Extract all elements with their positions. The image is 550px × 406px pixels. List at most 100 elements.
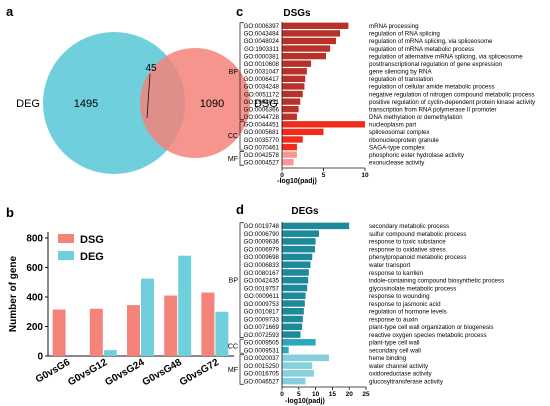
go-id-label: GO:0034248	[244, 84, 280, 91]
go-term-label: response to toxic substance	[369, 239, 446, 246]
go-term-label: water channel activity	[368, 363, 429, 370]
bar-x-tick-label: G0vsG72	[178, 357, 221, 388]
go-id-label: GO:0044451	[244, 122, 280, 129]
go-x-tick-label: 5	[297, 391, 301, 398]
go-term-label: phosphoric ester hydrolase activity	[369, 152, 465, 159]
venn-dsg-count: 1090	[200, 98, 224, 110]
go-id-label: GO:0046527	[244, 378, 280, 385]
go-bar	[282, 128, 324, 136]
go-bar	[282, 238, 316, 245]
bar-y-tick-label: 0	[37, 352, 43, 363]
bar-y-tick-label: 600	[26, 263, 43, 274]
go-term-label: phenylpropanoid metabolic process	[369, 254, 466, 261]
venn-circle-dsg	[140, 48, 250, 158]
go-id-label: GO:0048024	[244, 38, 280, 45]
bar-x-tick-label: G0vsG12	[66, 357, 109, 388]
go-term-label: plant-type cell wall	[369, 340, 420, 347]
go-bar	[282, 323, 303, 331]
go-group-label: CC	[228, 344, 238, 351]
venn-deg-label: DEG	[16, 98, 40, 110]
go-id-label: GO:0020037	[244, 355, 280, 362]
bar-deg-g0vsg24	[141, 278, 154, 356]
go-bar	[282, 113, 297, 120]
go-bar	[282, 300, 305, 307]
go-group-bracket	[239, 222, 244, 339]
go-bar	[282, 52, 326, 60]
deg-go-enrichment-chart: DEGs GO:0019748 secondary metabolic proce…	[228, 206, 504, 405]
go-bar	[282, 245, 315, 253]
go-term-label: regulation of cellular amide metabolic p…	[369, 84, 495, 91]
bar-dsg-g0vsg72	[201, 292, 215, 356]
go-id-label: GO:0042435	[244, 278, 280, 285]
go-term-label: sulfur compound metabolic process	[369, 231, 466, 238]
go-group-label: MF	[228, 156, 238, 163]
go-term-label: response to auxin	[369, 316, 418, 323]
go-id-label: GO:0070461	[244, 144, 280, 151]
go-id-label: GO:0019757	[244, 285, 280, 292]
go-group-bracket	[239, 22, 244, 121]
go-term-label: transcription from RNA polymerase II pro…	[369, 106, 497, 113]
go-group-bracket	[239, 120, 244, 151]
bar-y-tick-label: 200	[26, 322, 43, 333]
go-id-label: GO:0010608	[244, 61, 280, 68]
go-term-label: ribonucleoprotein granule	[369, 137, 439, 144]
legend-label-deg: DEG	[80, 251, 104, 263]
go-term-label: oxidoreductase activity	[369, 371, 433, 378]
go-id-label: GO:0009733	[244, 316, 280, 323]
go-bar	[282, 377, 306, 385]
go-id-label: GO:0072593	[244, 332, 280, 339]
go-term-label: water transport	[368, 262, 411, 269]
bar-x-tick-label: G0vsG48	[141, 357, 184, 388]
bar-deg-g0vsg48	[178, 255, 192, 356]
go-group-bracket	[239, 338, 244, 354]
go-id-label: GO:0071669	[244, 324, 280, 331]
venn-intersection-count: 45	[145, 63, 157, 74]
go-id-label: GO:0006397	[244, 23, 280, 30]
dsg-chart-title: DSGs	[283, 8, 311, 19]
venn-circle-deg	[43, 32, 185, 174]
go-term-label: indole-containing compound biosynthetic …	[369, 278, 504, 285]
go-group-label: MF	[228, 367, 238, 374]
go-bar	[282, 37, 336, 45]
go-id-label: GO:0006979	[244, 246, 280, 253]
go-id-label: GO:0035770	[244, 137, 280, 144]
go-term-label: plant-type cell wall organization or bio…	[369, 324, 494, 331]
deg-x-axis-title: -log10(padj)	[285, 398, 325, 405]
go-term-label: secondary cell wall	[369, 347, 421, 354]
go-term-label: nucleoplasm part	[369, 122, 416, 129]
go-group-bracket	[239, 151, 244, 166]
bar-y-axis-title: Number of gene	[8, 256, 19, 333]
legend-swatch-deg	[58, 251, 74, 260]
go-term-label: DNA methylation or demethylation	[369, 114, 463, 121]
go-bar	[282, 276, 309, 284]
go-bar	[282, 261, 311, 268]
go-group-label: BP	[229, 69, 239, 76]
bar-deg-g0vsg72	[215, 311, 229, 356]
go-bar	[282, 346, 289, 354]
go-bar	[282, 269, 309, 276]
panel-label-c: c	[236, 4, 243, 19]
go-bar	[282, 222, 350, 230]
deg-chart-title: DEGs	[291, 206, 319, 217]
go-bar	[282, 121, 365, 128]
go-id-label: GO:0009531	[244, 347, 280, 354]
go-group-bracket	[239, 354, 244, 385]
go-id-label: GO:0009753	[244, 301, 280, 308]
go-bar	[282, 98, 301, 105]
bar-deg-g0vsg12	[103, 350, 117, 356]
go-bar	[282, 159, 294, 166]
venn-dsg-label: DSG	[254, 98, 278, 110]
go-x-tick-label: 25	[362, 391, 370, 398]
go-id-label: GO:0000381	[244, 53, 280, 60]
go-term-label: gene silencing by RNA	[369, 69, 432, 76]
venn-diagram: 1495 1090 45 DEG DSG	[16, 32, 278, 174]
go-term-label: glycosinolate metabolic process	[369, 285, 456, 292]
panel-label-a: a	[6, 4, 14, 19]
go-bar	[282, 292, 306, 299]
go-term-label: posttranscriptional regulation of gene e…	[369, 61, 503, 68]
go-id-label: GO:0005681	[244, 129, 280, 136]
bar-x-tick-label: G0vsG24	[103, 357, 146, 388]
go-term-label: positive regulation of cyclin-dependent …	[369, 99, 536, 106]
go-id-label: GO:0009505	[244, 340, 280, 347]
go-id-label: GO:0015250	[244, 363, 280, 370]
